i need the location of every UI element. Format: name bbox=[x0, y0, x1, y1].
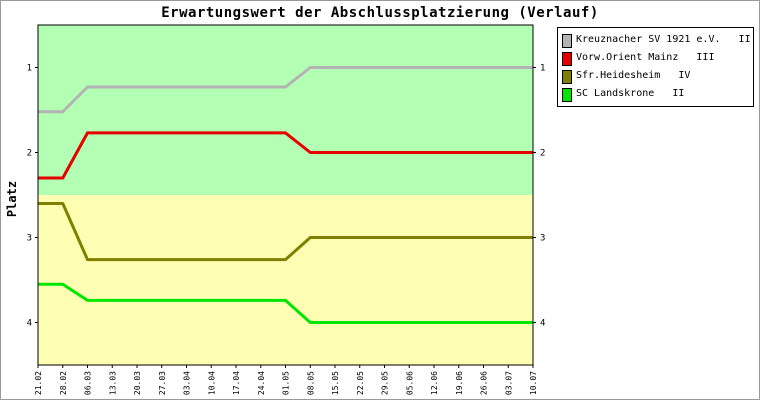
x-tick-label: 24.04 bbox=[257, 371, 266, 395]
y-axis-ticks: 1 1 2 2 3 3 4 4 bbox=[27, 64, 546, 329]
x-tick-label: 12.06 bbox=[430, 371, 439, 395]
x-tick-label: 06.03 bbox=[84, 371, 93, 395]
x-tick-label: 28.02 bbox=[59, 371, 68, 395]
x-tick-label: 27.03 bbox=[158, 371, 167, 395]
x-tick-label: 05.06 bbox=[405, 371, 414, 395]
x-tick-label: 21.02 bbox=[34, 371, 43, 395]
legend-swatch bbox=[562, 52, 572, 66]
series-line-0 bbox=[38, 66, 533, 114]
x-tick-label: 29.05 bbox=[381, 371, 390, 395]
x-tick-label: 08.05 bbox=[306, 371, 315, 395]
legend-item-kreuznacher: Kreuznacher SV 1921 e.V. II bbox=[562, 33, 751, 49]
legend-label: Sfr.Heidesheim IV bbox=[576, 70, 691, 81]
legend-swatch bbox=[562, 70, 572, 84]
x-tick-label: 13.03 bbox=[108, 371, 117, 395]
x-tick-label: 03.04 bbox=[183, 371, 192, 395]
legend-swatch bbox=[562, 88, 572, 102]
y-tick-label-left: 3 bbox=[27, 234, 32, 244]
background-bands bbox=[38, 25, 533, 365]
x-tick-label: 22.05 bbox=[356, 371, 365, 395]
x-tick-label: 19.06 bbox=[455, 371, 464, 395]
y-tick-label-right: 4 bbox=[540, 319, 545, 329]
series-line-3 bbox=[38, 282, 533, 324]
x-tick-label: 03.07 bbox=[504, 371, 513, 395]
y-tick-label-left: 2 bbox=[27, 149, 32, 159]
y-tick-label-right: 1 bbox=[540, 64, 545, 74]
x-tick-label: 10.07 bbox=[529, 371, 538, 395]
x-tick-label: 01.05 bbox=[282, 371, 291, 395]
series-line-1 bbox=[38, 131, 533, 180]
x-tick-label: 15.05 bbox=[331, 371, 340, 395]
legend: Kreuznacher SV 1921 e.V. II Vorw.Orient … bbox=[557, 27, 754, 107]
legend-label: Vorw.Orient Mainz III bbox=[576, 52, 715, 63]
legend-item-heidesheim: Sfr.Heidesheim IV bbox=[562, 69, 750, 85]
x-tick-label: 10.04 bbox=[207, 371, 216, 395]
legend-label: SC Landskrone II bbox=[576, 88, 685, 99]
series-lines bbox=[38, 66, 533, 324]
legend-swatch bbox=[562, 34, 572, 48]
y-tick-label-right: 2 bbox=[540, 149, 545, 159]
y-tick-label-right: 3 bbox=[540, 234, 545, 244]
background-band-1 bbox=[38, 195, 533, 365]
legend-item-landskrone: SC Landskrone II bbox=[562, 87, 750, 103]
x-axis-ticks: 21.02 28.02 06.03 13.03 20.03 27.03 03.04 10.04… bbox=[34, 365, 538, 395]
y-tick-label-left: 4 bbox=[27, 319, 32, 329]
legend-item-vorw-orient: Vorw.Orient Mainz III bbox=[562, 51, 750, 67]
background-band-0 bbox=[38, 25, 533, 195]
chart-title: Erwartungswert der Abschlussplatzierung … bbox=[161, 5, 599, 21]
legend-label: Kreuznacher SV 1921 e.V. II bbox=[576, 34, 751, 45]
y-tick-label-left: 1 bbox=[27, 64, 32, 74]
x-tick-label: 26.06 bbox=[480, 371, 489, 395]
x-tick-label: 17.04 bbox=[232, 371, 241, 395]
x-tick-label: 20.03 bbox=[133, 371, 142, 395]
series-line-2 bbox=[38, 202, 533, 262]
